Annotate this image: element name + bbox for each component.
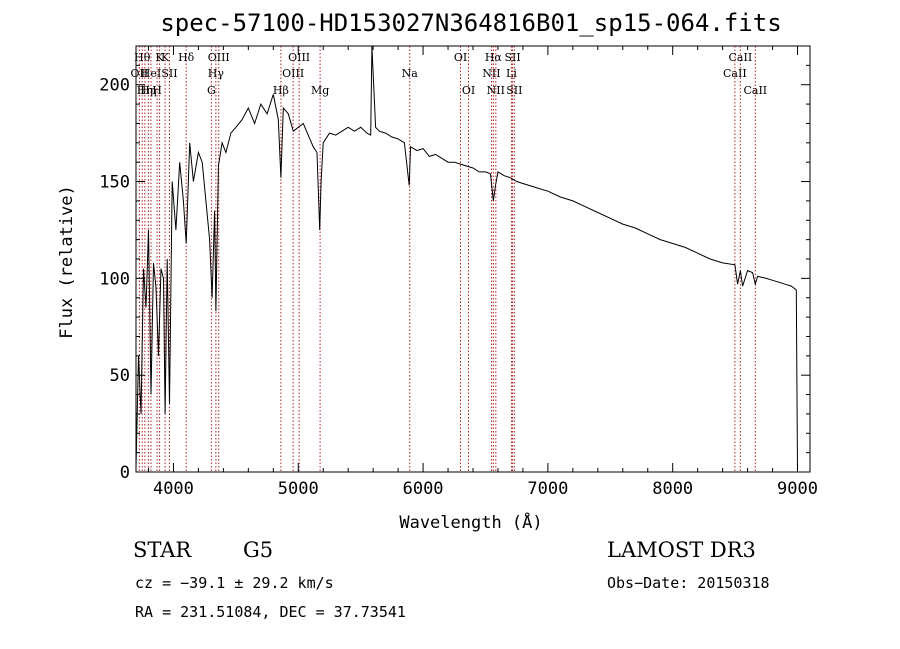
survey-name: LAMOST DR3 bbox=[607, 538, 756, 562]
line-marker-label: OI bbox=[454, 51, 467, 64]
line-marker-label: OII bbox=[131, 67, 149, 80]
y-tick-label: 0 bbox=[120, 463, 130, 483]
object-subclass: G5 bbox=[243, 538, 274, 562]
line-marker-label: CaII bbox=[723, 67, 747, 80]
x-tick-label: 6000 bbox=[403, 479, 444, 499]
x-tick-label: 8000 bbox=[652, 479, 693, 499]
y-tick-label: 100 bbox=[99, 269, 130, 289]
line-marker-label: Hα bbox=[485, 51, 503, 64]
line-marker-label: Hθ bbox=[134, 51, 151, 64]
line-marker-label: OIII bbox=[288, 51, 310, 64]
x-axis: 4000 5000 6000 7000 8000 9000 bbox=[147, 46, 818, 499]
x-tick-label: 9000 bbox=[777, 479, 818, 499]
y-axis-label: Flux (relative) bbox=[57, 185, 77, 339]
x-tick-label: 5000 bbox=[278, 479, 319, 499]
line-markers bbox=[138, 46, 756, 472]
chart-title: spec-57100-HD153027N364816B01_sp15-064.f… bbox=[160, 9, 781, 37]
line-marker-label: Hδ bbox=[178, 51, 195, 64]
line-marker-labels: OIIHθHηHηHeIHKKSIIHδGHγOIIIHβOIIIOIIIMgN… bbox=[131, 51, 768, 97]
line-marker-label: Hβ bbox=[273, 84, 289, 97]
y-tick-label: 150 bbox=[99, 173, 130, 193]
line-marker-label: Hη bbox=[140, 84, 156, 97]
line-marker-label: Li bbox=[506, 67, 517, 80]
spectrum-line bbox=[135, 45, 798, 473]
line-marker-label: K bbox=[161, 51, 170, 64]
y-tick-label: 50 bbox=[110, 366, 130, 386]
x-tick-label: 4000 bbox=[153, 479, 194, 499]
line-marker-label: H bbox=[152, 84, 162, 97]
y-tick-label: 200 bbox=[99, 76, 130, 96]
coordinates: RA = 231.51084, DEC = 37.73541 bbox=[135, 603, 406, 621]
line-marker-label: Mg bbox=[311, 84, 329, 97]
line-marker-label: CaII bbox=[729, 51, 753, 64]
line-marker-label: Hη bbox=[137, 84, 153, 97]
line-marker-label: OIII bbox=[208, 51, 230, 64]
x-tick-label: 7000 bbox=[527, 479, 568, 499]
line-marker-label: SII bbox=[504, 51, 520, 64]
object-class: STAR bbox=[133, 538, 192, 562]
line-marker-label: Na bbox=[402, 67, 419, 80]
line-marker-label: NII bbox=[482, 67, 500, 80]
line-marker-label: CaII bbox=[743, 84, 767, 97]
x-axis-label: Wavelength (Å) bbox=[399, 511, 542, 533]
line-marker-label: OI bbox=[462, 84, 475, 97]
line-marker-label: OIII bbox=[282, 67, 304, 80]
redshift-cz: cz = −39.1 ± 29.2 km/s bbox=[135, 574, 334, 592]
line-marker-label: NII bbox=[487, 84, 505, 97]
obs-date: Obs−Date: 20150318 bbox=[607, 574, 770, 592]
line-marker-label: Hγ bbox=[208, 67, 225, 80]
line-marker-label: SII bbox=[506, 84, 522, 97]
plot-frame bbox=[135, 45, 811, 473]
y-axis: 0 50 100 150 200 bbox=[99, 64, 810, 483]
line-marker-label: SII bbox=[161, 67, 177, 80]
line-marker-label: G bbox=[207, 84, 216, 97]
line-marker-label: K bbox=[155, 51, 164, 64]
line-marker-label: HeI bbox=[141, 67, 161, 80]
